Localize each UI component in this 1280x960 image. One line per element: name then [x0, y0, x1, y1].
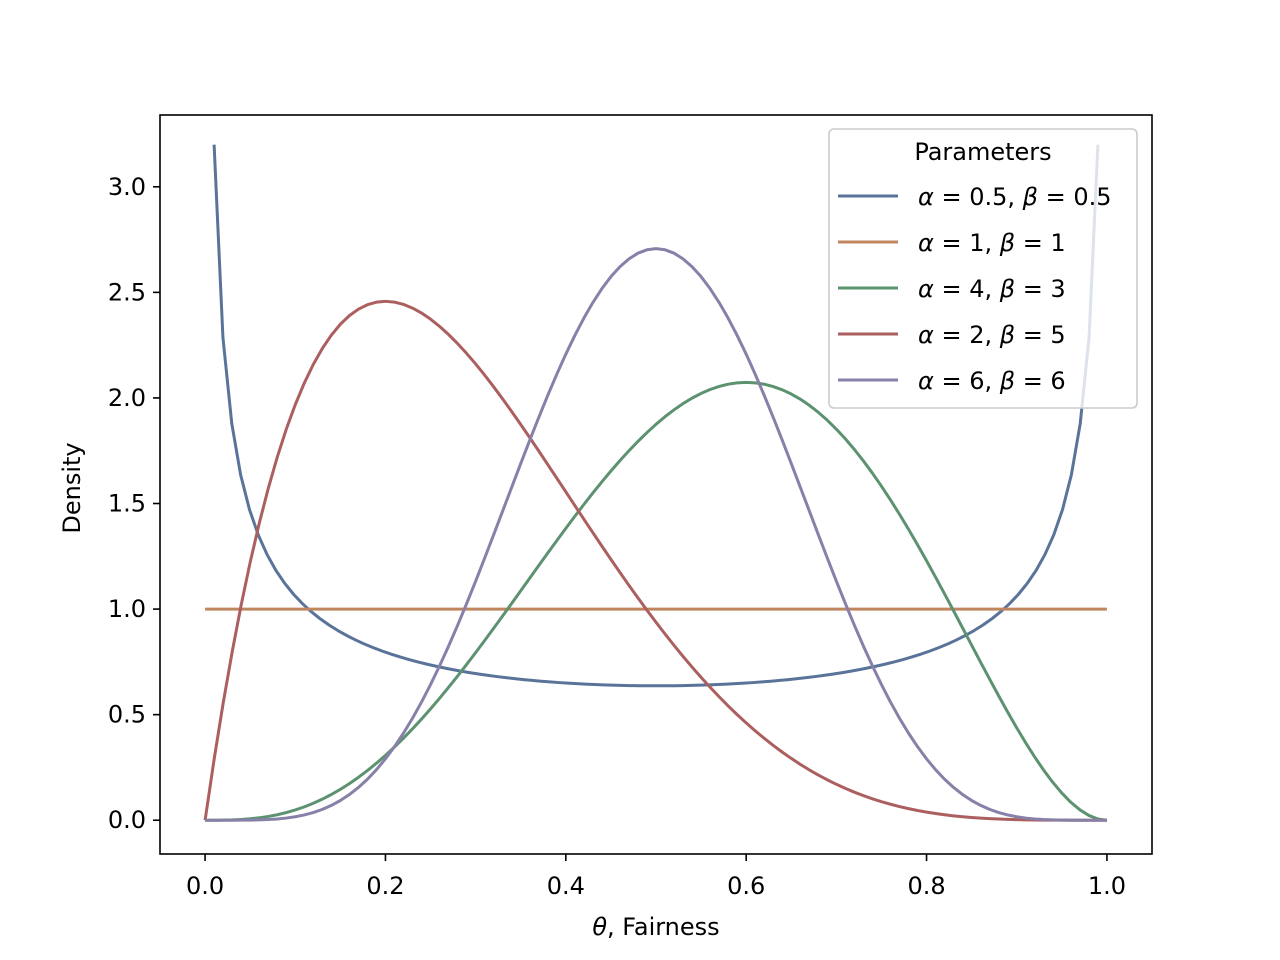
series-layer: [203, 144, 1108, 822]
legend-label-3: α = 4, β = 3: [918, 275, 1066, 303]
x-tick-label-0: 0.0: [186, 872, 224, 900]
y-tick-label-1: 0.5: [108, 701, 146, 729]
y-tick-label-3: 1.5: [108, 490, 146, 518]
y-tick-label-2: 1.0: [108, 595, 146, 623]
legend-label-3-part-0: α: [918, 275, 934, 303]
series-line-1: [212, 144, 1100, 688]
x-axis-label-symbol: θ: [592, 913, 607, 941]
legend-label-5-part-2: β: [999, 367, 1015, 395]
legend-label-4: α = 2, β = 5: [918, 321, 1066, 349]
legend-label-2-part-3: = 1: [1015, 229, 1066, 257]
x-tick-label-3: 0.6: [727, 872, 765, 900]
legend: Parameters α = 0.5, β = 0.5α = 1, β = 1α…: [828, 128, 1138, 409]
y-axis: 0.0 0.5 1.0 1.5 2.0 2.5 3.0: [108, 173, 160, 834]
legend-label-5: α = 6, β = 6: [918, 367, 1066, 395]
x-tick-label-5: 1.0: [1088, 872, 1126, 900]
legend-entries: α = 0.5, β = 0.5α = 1, β = 1α = 4, β = 3…: [838, 183, 1112, 395]
y-axis-label: Density: [58, 442, 86, 533]
legend-label-2: α = 1, β = 1: [918, 229, 1066, 257]
legend-title: Parameters: [914, 138, 1051, 166]
legend-label-5-part-1: = 6,: [934, 367, 1000, 395]
y-tick-label-4: 2.0: [108, 384, 146, 412]
legend-label-1: α = 0.5, β = 0.5: [918, 183, 1112, 211]
legend-label-4-part-1: = 2,: [934, 321, 1000, 349]
y-tick-label-6: 3.0: [108, 173, 146, 201]
legend-label-2-part-2: β: [999, 229, 1015, 257]
series-line-4: [203, 299, 1107, 822]
legend-label-4-part-2: β: [999, 321, 1015, 349]
x-tick-label-1: 0.2: [366, 872, 404, 900]
legend-label-1-part-0: α: [918, 183, 934, 211]
legend-label-5-part-0: α: [918, 367, 934, 395]
legend-label-2-part-0: α: [918, 229, 934, 257]
legend-box: [828, 128, 1138, 409]
legend-label-4-part-0: α: [918, 321, 934, 349]
x-axis-label-text: , Fairness: [607, 913, 720, 941]
y-tick-label-5: 2.5: [108, 278, 146, 306]
x-axis-label: θ, Fairness: [592, 913, 719, 941]
plot-frame: [159, 114, 1153, 855]
legend-label-4-part-3: = 5: [1015, 321, 1066, 349]
legend-label-1-part-3: = 0.5: [1038, 183, 1112, 211]
legend-label-3-part-1: = 4,: [934, 275, 1000, 303]
legend-label-3-part-2: β: [999, 275, 1015, 303]
legend-label-2-part-1: = 1,: [934, 229, 1000, 257]
series-line-5: [205, 247, 1107, 822]
legend-label-3-part-3: = 3: [1015, 275, 1066, 303]
x-tick-label-4: 0.8: [907, 872, 945, 900]
legend-label-1-part-1: = 0.5,: [934, 183, 1023, 211]
x-tick-label-2: 0.4: [547, 872, 585, 900]
series-line-3: [205, 380, 1108, 822]
legend-label-1-part-2: β: [1022, 183, 1038, 211]
y-tick-label-0: 0.0: [108, 806, 146, 834]
x-axis: 0.0 0.2 0.4 0.6 0.8 1.0: [186, 854, 1126, 900]
legend-label-5-part-3: = 6: [1015, 367, 1066, 395]
